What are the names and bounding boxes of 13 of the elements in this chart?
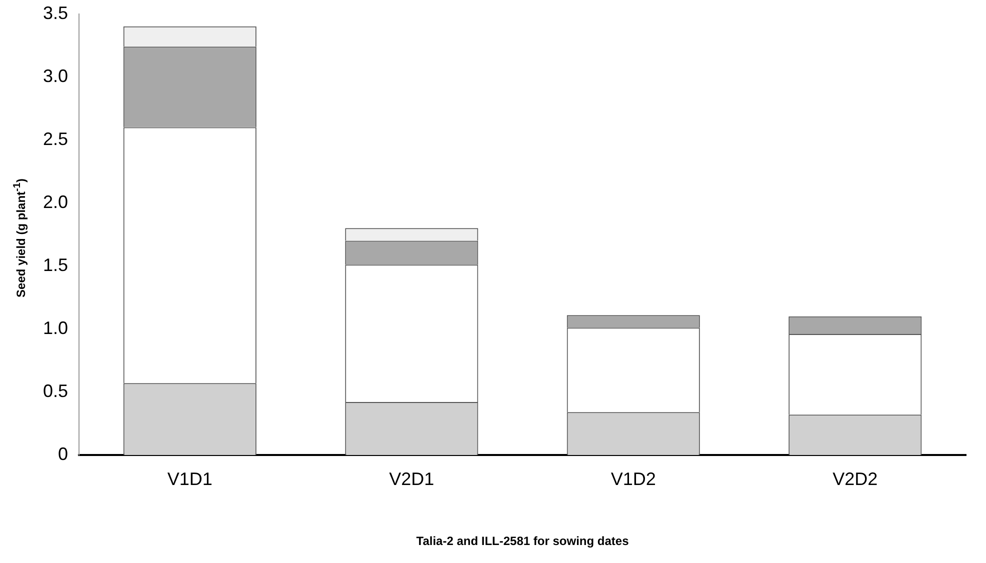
y-tick-label: 0.5	[42, 380, 68, 401]
x-tick-label: V2D1	[389, 468, 434, 489]
y-tick-label: 0	[58, 444, 68, 464]
x-tick-label: V2D2	[832, 468, 878, 489]
y-tick-label: 3.5	[42, 2, 68, 23]
x-axis-title: Talia-2 and ILL-2581 for sowing dates	[416, 534, 630, 548]
x-tick-label: V1D1	[167, 468, 212, 489]
y-tick-label: 2.5	[42, 128, 68, 149]
y-tick-label: 2.0	[42, 192, 68, 212]
y-tick-label: 1.0	[42, 318, 68, 338]
y-tick-label: 1.5	[42, 254, 68, 275]
y-tick-label: 3.0	[42, 66, 68, 86]
x-tick-label: V1D2	[610, 468, 656, 489]
